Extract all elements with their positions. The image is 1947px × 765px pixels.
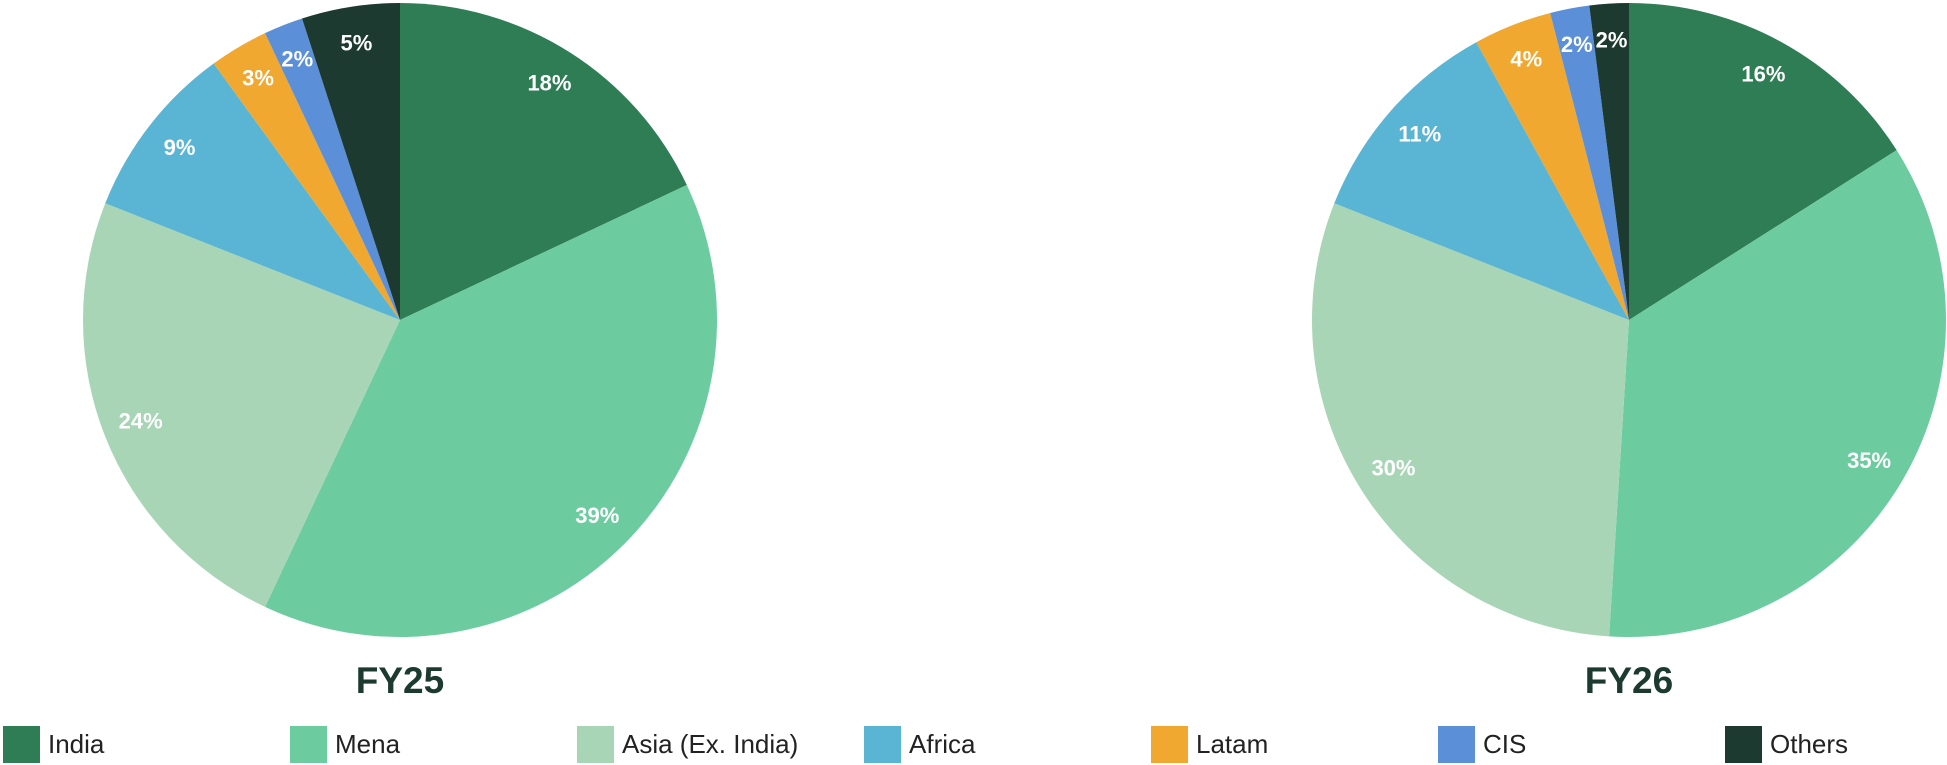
data-label: 16% — [1741, 61, 1785, 86]
legend-swatch — [1151, 726, 1188, 763]
pie-slice — [1629, 3, 1897, 320]
data-label: 4% — [1510, 46, 1542, 71]
legend-label: CIS — [1483, 729, 1526, 759]
pie-slice — [1312, 203, 1629, 637]
pie-slice — [105, 63, 400, 320]
data-label: 11% — [1398, 121, 1441, 146]
pie-slice — [400, 3, 687, 320]
legend-label: Others — [1770, 729, 1848, 759]
legend-label: Asia (Ex. India) — [622, 729, 798, 759]
data-label: 2% — [281, 46, 313, 71]
legend-label: India — [48, 729, 105, 759]
legend-swatch — [3, 726, 40, 763]
pie-slice — [83, 203, 400, 607]
pie-slice — [1609, 150, 1947, 638]
legend-swatch — [864, 726, 901, 763]
legend-swatch — [290, 726, 327, 763]
data-label: 39% — [575, 503, 619, 528]
data-label: 35% — [1847, 448, 1891, 473]
chart-title: FY25 — [356, 660, 444, 701]
data-label: 2% — [1561, 32, 1593, 57]
pie-slice — [265, 185, 717, 638]
chart-title: FY26 — [1585, 660, 1673, 701]
pie-slice — [1589, 3, 1629, 320]
pie-slice — [213, 33, 400, 320]
data-label: 30% — [1371, 455, 1415, 480]
legend-label: Mena — [335, 729, 401, 759]
data-label: 9% — [164, 135, 196, 160]
legend-label: Africa — [909, 729, 976, 759]
pie-slice — [1476, 12, 1629, 321]
legend-swatch — [1438, 726, 1475, 763]
pie-slice — [302, 2, 400, 320]
data-label: 24% — [119, 409, 163, 434]
pie-slice — [1334, 42, 1629, 320]
data-label: 5% — [340, 30, 372, 55]
pie-slice — [265, 18, 400, 321]
data-label: 2% — [1596, 27, 1628, 52]
pie-slice — [1550, 5, 1629, 321]
legend-label: Latam — [1196, 729, 1268, 759]
data-label: 18% — [527, 70, 571, 95]
legend-swatch — [1725, 726, 1762, 763]
data-label: 3% — [242, 66, 274, 91]
legend-swatch — [577, 726, 614, 763]
